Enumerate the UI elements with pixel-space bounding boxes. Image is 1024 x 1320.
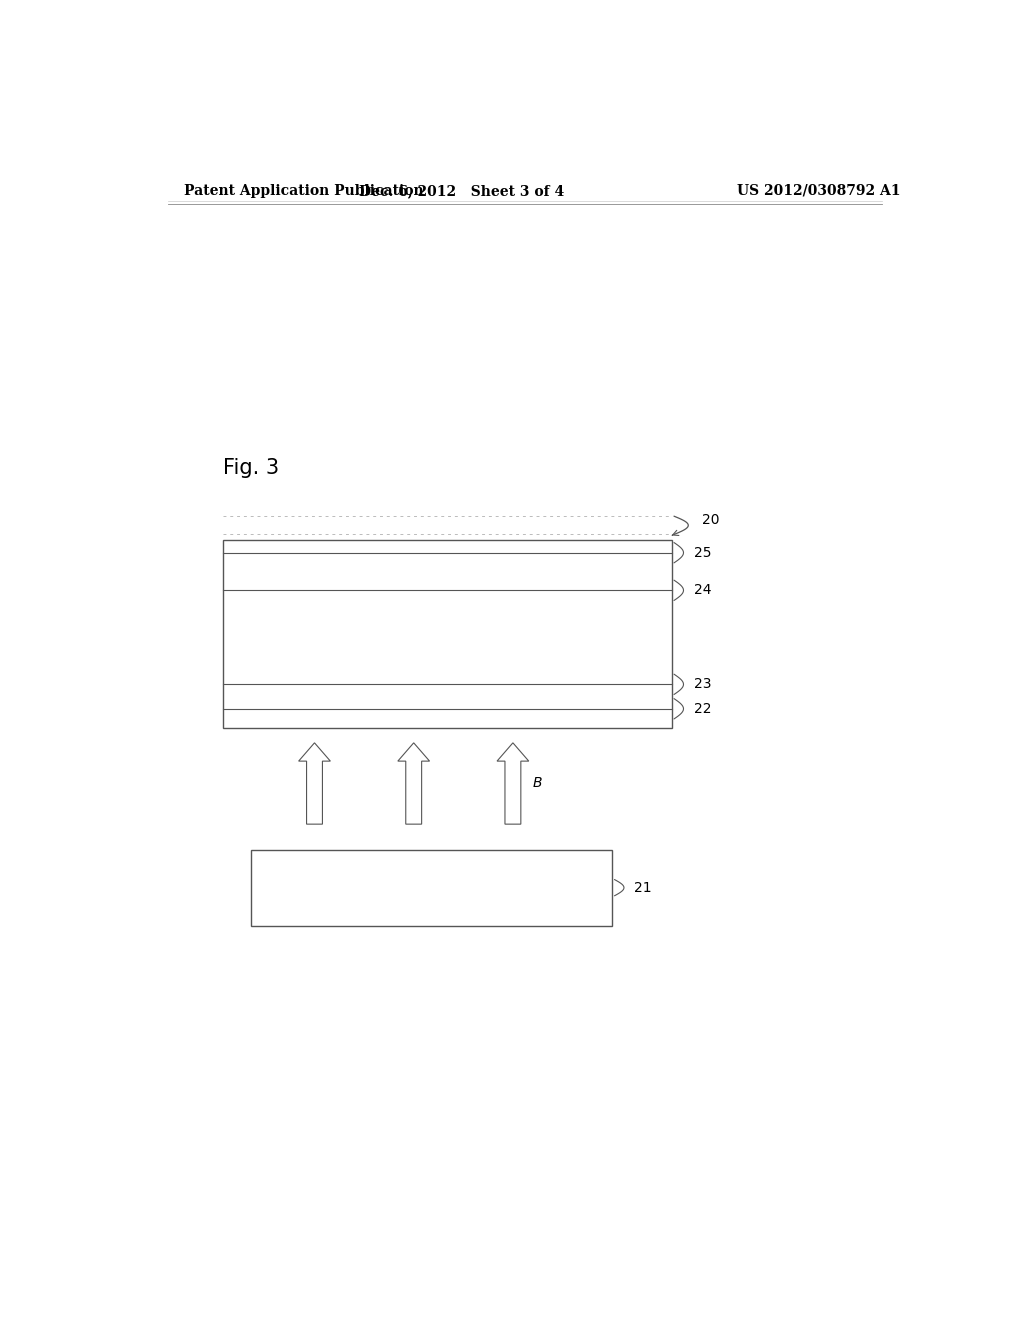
Text: US 2012/0308792 A1: US 2012/0308792 A1	[736, 183, 900, 198]
Text: 24: 24	[694, 583, 712, 598]
Polygon shape	[497, 743, 528, 824]
Bar	[251, 850, 612, 925]
Text: 20: 20	[701, 513, 719, 527]
Text: 21: 21	[634, 880, 652, 895]
Text: Dec. 6, 2012   Sheet 3 of 4: Dec. 6, 2012 Sheet 3 of 4	[358, 183, 564, 198]
Text: Fig. 3: Fig. 3	[223, 458, 280, 478]
Polygon shape	[397, 743, 430, 824]
Polygon shape	[299, 743, 331, 824]
Text: 22: 22	[694, 702, 712, 715]
Text: 23: 23	[694, 677, 712, 692]
Bar	[223, 540, 672, 727]
Text: 25: 25	[694, 545, 712, 560]
Text: Patent Application Publication: Patent Application Publication	[183, 183, 423, 198]
Text: B: B	[532, 776, 543, 791]
